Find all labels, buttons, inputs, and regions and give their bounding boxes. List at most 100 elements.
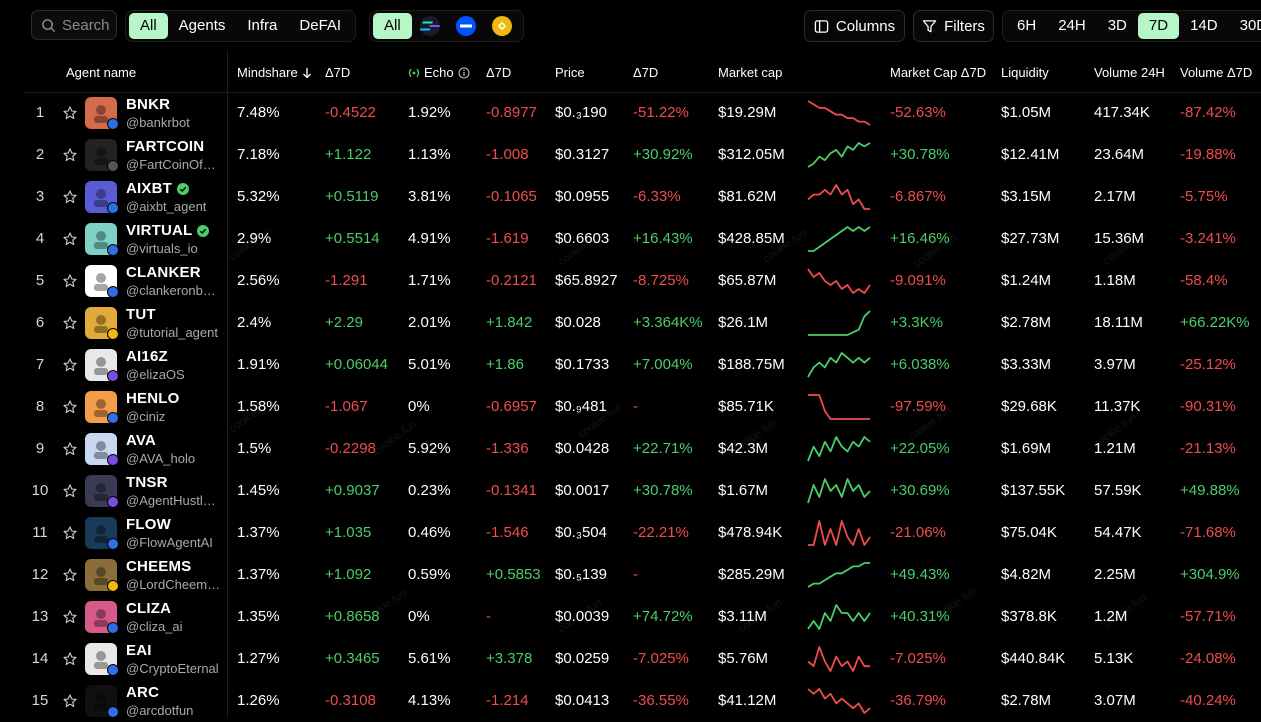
table-row[interactable]: 7 AI16Z @elizaOS 1.91% +0.06044 5.01% +1.86 $0.… (23, 344, 1261, 386)
timeframe-30d-button[interactable]: 30D (1239, 17, 1261, 34)
cell-mindshare-delta: +0.5119 (325, 188, 379, 205)
favorite-star-icon[interactable] (63, 106, 77, 120)
cell-volume-delta: -5.75% (1180, 188, 1228, 205)
agent-name[interactable]: VIRTUAL (126, 222, 210, 239)
timeframe-7d-button[interactable]: 7D (1137, 13, 1180, 39)
timeframe-14d-button[interactable]: 14D (1190, 17, 1218, 34)
table-row[interactable]: 5 CLANKER @clankeronbase 2.56% -1.291 1.71% -0… (23, 260, 1261, 302)
agent-name[interactable]: ARC (126, 684, 159, 701)
header-price[interactable]: Price (555, 65, 585, 80)
agent-name[interactable]: TNSR (126, 474, 168, 491)
header-market-cap[interactable]: Market cap (718, 65, 782, 80)
timeframe-24h-button[interactable]: 24H (1058, 17, 1086, 34)
header-volume-delta[interactable]: Volume Δ7D (1180, 65, 1252, 80)
cell-mcap-delta: +6.038% (890, 356, 950, 373)
favorite-star-icon[interactable] (63, 148, 77, 162)
columns-button[interactable]: Columns (804, 10, 905, 42)
column-divider (227, 50, 228, 718)
cell-market-cap: $285.29M (718, 566, 785, 583)
chain-solana-button[interactable] (412, 13, 448, 39)
agent-name[interactable]: CHEEMS (126, 558, 191, 575)
cell-liquidity: $29.68K (1001, 398, 1057, 415)
agent-name[interactable]: CLANKER (126, 264, 201, 281)
header-price-delta[interactable]: Δ7D (633, 65, 658, 80)
cell-echo: 0.23% (408, 482, 451, 499)
cell-mindshare: 1.27% (237, 650, 280, 667)
table-row[interactable]: 4 VIRTUAL @virtuals_io 2.9% +0.5514 4.91% -1.6… (23, 218, 1261, 260)
agent-name[interactable]: FLOW (126, 516, 171, 533)
timeframe-3d-button[interactable]: 3D (1107, 17, 1127, 34)
header-echo-delta-label: Δ7D (486, 65, 512, 80)
agent-name[interactable]: CLIZA (126, 600, 171, 617)
table-row[interactable]: 9 AVA @AVA_holo 1.5% -0.2298 5.92% -1.336 $0.04… (23, 428, 1261, 470)
cell-price: $0.0428 (555, 440, 610, 457)
sort-down-icon (302, 67, 311, 78)
category-infra-button[interactable]: Infra (247, 17, 278, 34)
agent-name-text: AVA (126, 432, 157, 449)
favorite-star-icon[interactable] (63, 316, 77, 330)
agent-handle: @cliza_ai (126, 619, 183, 634)
agent-name[interactable]: AIXBT (126, 180, 189, 197)
header-echo-delta[interactable]: Δ7D (486, 65, 511, 80)
header-mindshare-delta[interactable]: Δ7D (325, 65, 350, 80)
chain-badge-icon (107, 328, 119, 340)
agent-avatar (85, 517, 117, 549)
cell-volume: 3.97M (1094, 356, 1136, 373)
agent-name[interactable]: FARTCOIN (126, 138, 204, 155)
table-row[interactable]: 10 TNSR @AgentHustleAi 1.45% +0.9037 0.23% -0.… (23, 470, 1261, 512)
agent-handle: @LordCheemsBSC (126, 577, 221, 592)
table-row[interactable]: 11 FLOW @FlowAgentAI 1.37% +1.035 0.46% -1.546… (23, 512, 1261, 554)
header-market-cap-delta[interactable]: Market Cap Δ7D (890, 65, 986, 80)
header-agent-name[interactable]: Agent name (66, 65, 136, 80)
favorite-star-icon[interactable] (63, 526, 77, 540)
timeframe-6h-button[interactable]: 6H (1017, 17, 1037, 34)
header-mindshare[interactable]: Mindshare (237, 65, 312, 80)
favorite-star-icon[interactable] (63, 400, 77, 414)
search-input[interactable]: Search (31, 10, 117, 40)
agent-name[interactable]: EAI (126, 642, 152, 659)
table-row[interactable]: 8 HENLO @ciniz 1.58% -1.067 0% -0.6957 $0.₉481 -… (23, 386, 1261, 428)
agent-name[interactable]: BNKR (126, 96, 170, 113)
chain-bnb-button[interactable] (484, 13, 520, 39)
agent-name[interactable]: HENLO (126, 390, 180, 407)
favorite-star-icon[interactable] (63, 358, 77, 372)
table-row[interactable]: 12 CHEEMS @LordCheemsBSC 1.37% +1.092 0.59% +0… (23, 554, 1261, 596)
agent-name[interactable]: TUT (126, 306, 156, 323)
favorite-star-icon[interactable] (63, 232, 77, 246)
favorite-star-icon[interactable] (63, 652, 77, 666)
favorite-star-icon[interactable] (63, 190, 77, 204)
table-row[interactable]: 1 BNKR @bankrbot 7.48% -0.4522 1.92% -0.8977 $0… (23, 92, 1261, 134)
table-row[interactable]: 15 ARC @arcdotfun 1.26% -0.3108 4.13% -1.214 $0… (23, 680, 1261, 722)
favorite-star-icon[interactable] (63, 484, 77, 498)
rank-number: 6 (35, 314, 45, 331)
agent-name[interactable]: AVA (126, 432, 156, 449)
cell-price-delta: +22.71% (633, 440, 693, 457)
cell-volume: 1.21M (1094, 440, 1136, 457)
favorite-star-icon[interactable] (63, 442, 77, 456)
chain-base-button[interactable] (448, 13, 484, 39)
cell-liquidity: $3.33M (1001, 356, 1052, 373)
agent-name[interactable]: AI16Z (126, 348, 168, 365)
table-row[interactable]: 14 EAI @CryptoEternal 1.27% +0.3465 5.61% +3.3… (23, 638, 1261, 680)
table-row[interactable]: 6 TUT @tutorial_agent 2.4% +2.29 2.01% +1.842 $… (23, 302, 1261, 344)
info-icon[interactable] (458, 66, 470, 79)
favorite-star-icon[interactable] (63, 274, 77, 288)
table-row[interactable]: 2 FARTCOIN @FartCoinOfSOL 7.18% +1.122 1.13% -… (23, 134, 1261, 176)
filters-button[interactable]: Filters (913, 10, 994, 42)
header-liquidity[interactable]: Liquidity (1001, 65, 1049, 80)
table-row[interactable]: 13 CLIZA @cliza_ai 1.35% +0.8658 0% - $0.0039 +7… (23, 596, 1261, 638)
favorite-star-icon[interactable] (63, 610, 77, 624)
table-row[interactable]: 3 AIXBT @aixbt_agent 5.32% +0.5119 3.81% -0.10… (23, 176, 1261, 218)
chain-all-button[interactable]: All (373, 13, 412, 39)
filters-label: Filters (944, 17, 985, 35)
header-echo[interactable]: Echo (408, 65, 470, 80)
favorite-star-icon[interactable] (63, 568, 77, 582)
category-all-button[interactable]: All (129, 13, 168, 39)
header-volume[interactable]: Volume 24H (1094, 65, 1165, 80)
category-defai-button[interactable]: DeFAI (299, 17, 342, 34)
cell-price-delta: - (633, 398, 638, 415)
favorite-star-icon[interactable] (63, 694, 77, 708)
agent-name-text: FLOW (126, 516, 171, 533)
header-market-cap-delta-label: Market Cap Δ7D (890, 65, 987, 80)
category-agents-button[interactable]: Agents (178, 17, 226, 34)
